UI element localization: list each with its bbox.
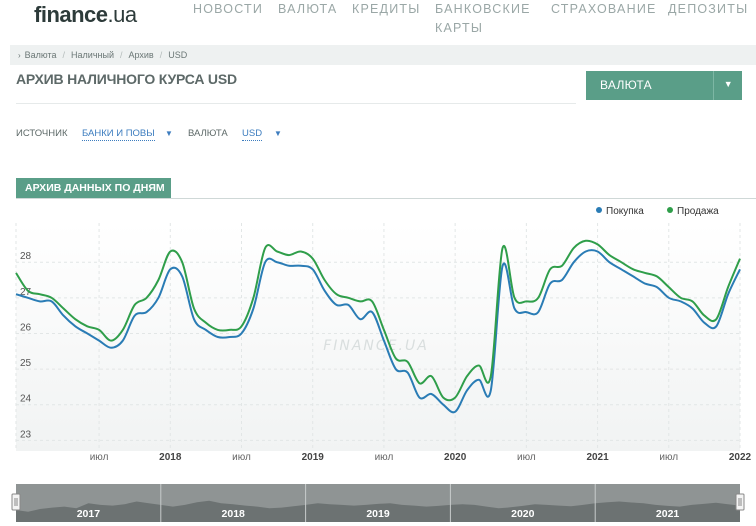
breadcrumb-separator: / (159, 50, 163, 60)
dropdown-divider (713, 71, 714, 100)
nav-item-bank-cards[interactable]: БАНКОВСКИЕ КАРТЫ (435, 0, 531, 38)
breadcrumb: › Валюта / Наличный / Архив / USD (10, 45, 756, 65)
chart-watermark: FINANCE.UA (323, 338, 429, 354)
range-navigator[interactable]: 2017 2018 2019 2020 2021 (0, 482, 756, 526)
x-tick-label: июл (232, 452, 251, 463)
x-tick-label: 2021 (586, 452, 609, 463)
source-label: ИСТОЧНИК (16, 128, 68, 139)
legend-dot-sell (667, 207, 673, 213)
legend-item-sell[interactable]: Продажа (667, 206, 719, 217)
nav-item-currency[interactable]: ВАЛЮТА (278, 2, 338, 16)
legend-dot-buy (596, 207, 602, 213)
x-tick-label: 2019 (302, 452, 325, 463)
breadcrumb-item-currency[interactable]: Валюта (24, 50, 57, 60)
currency-caret-down-icon[interactable]: ▼ (274, 129, 282, 138)
caret-down-icon: ▼ (723, 79, 733, 89)
y-tick-label: 27 (20, 287, 32, 298)
site-logo[interactable]: finance.ua (34, 2, 137, 28)
logo-main-text: finance (34, 2, 108, 27)
currency-label: ВАЛЮТА (188, 128, 228, 139)
rate-line-chart[interactable]: 23 24 25 26 27 28 июл 2018 июл 2019 июл 2020 июл 2021… (0, 215, 756, 467)
x-tick-label: июл (90, 452, 109, 463)
navigator-year-label: 2019 (366, 508, 390, 520)
page-title: АРХИВ НАЛИЧНОГО КУРСА USD (16, 71, 237, 87)
currency-dropdown-label: ВАЛЮТА (600, 78, 652, 92)
breadcrumb-arrow-icon: › (18, 50, 21, 60)
nav-item-news[interactable]: НОВОСТИ (193, 2, 264, 16)
navigator-year-label: 2020 (511, 508, 535, 520)
breadcrumb-separator: / (62, 50, 66, 60)
navigator-left-handle[interactable] (11, 493, 21, 511)
navigator-right-handle[interactable] (735, 493, 745, 511)
x-tick-label: 2022 (729, 452, 752, 463)
navigator-year-label: 2018 (222, 508, 246, 520)
breadcrumb-item-usd: USD (168, 50, 188, 60)
legend-item-buy[interactable]: Покупка (596, 206, 644, 217)
x-tick-label: июл (517, 452, 536, 463)
nav-item-bank-cards-line2: КАРТЫ (435, 21, 484, 35)
tab-daily-archive[interactable]: АРХИВ ДАННЫХ ПО ДНЯМ (16, 178, 171, 198)
source-select[interactable]: БАНКИ И ПОВЫ (82, 128, 155, 141)
legend-label-buy: Покупка (606, 206, 644, 217)
navigator-year-label: 2017 (77, 508, 101, 520)
currency-dropdown-button[interactable]: ВАЛЮТА ▼ (586, 71, 742, 100)
nav-item-deposits[interactable]: ДЕПОЗИТЫ (668, 2, 749, 16)
currency-select[interactable]: USD (242, 128, 263, 141)
y-tick-label: 24 (20, 394, 32, 405)
navigator-year-label: 2021 (656, 508, 680, 520)
series-line-buy[interactable] (15, 249, 741, 414)
source-caret-down-icon[interactable]: ▼ (165, 129, 173, 138)
breadcrumb-separator: / (119, 50, 123, 60)
x-tick-label: 2020 (444, 452, 467, 463)
breadcrumb-item-archive[interactable]: Архив (128, 50, 154, 60)
navigator-area (16, 500, 740, 522)
legend-label-sell: Продажа (677, 206, 719, 217)
y-tick-label: 26 (20, 322, 32, 333)
nav-item-bank-cards-line1: БАНКОВСКИЕ (435, 2, 531, 16)
breadcrumb-item-cash[interactable]: Наличный (71, 50, 114, 60)
title-divider (16, 103, 576, 104)
y-tick-label: 25 (20, 358, 32, 369)
nav-item-insurance[interactable]: СТРАХОВАНИЕ (551, 2, 657, 16)
tab-divider (16, 198, 756, 199)
series-line-sell[interactable] (15, 239, 741, 402)
x-tick-label: 2018 (159, 452, 182, 463)
x-tick-label: июл (659, 452, 678, 463)
y-tick-label: 28 (20, 251, 32, 262)
nav-item-credits[interactable]: КРЕДИТЫ (352, 2, 421, 16)
x-tick-label: июл (375, 452, 394, 463)
logo-tld-text: .ua (107, 2, 138, 27)
y-tick-label: 23 (20, 429, 32, 440)
